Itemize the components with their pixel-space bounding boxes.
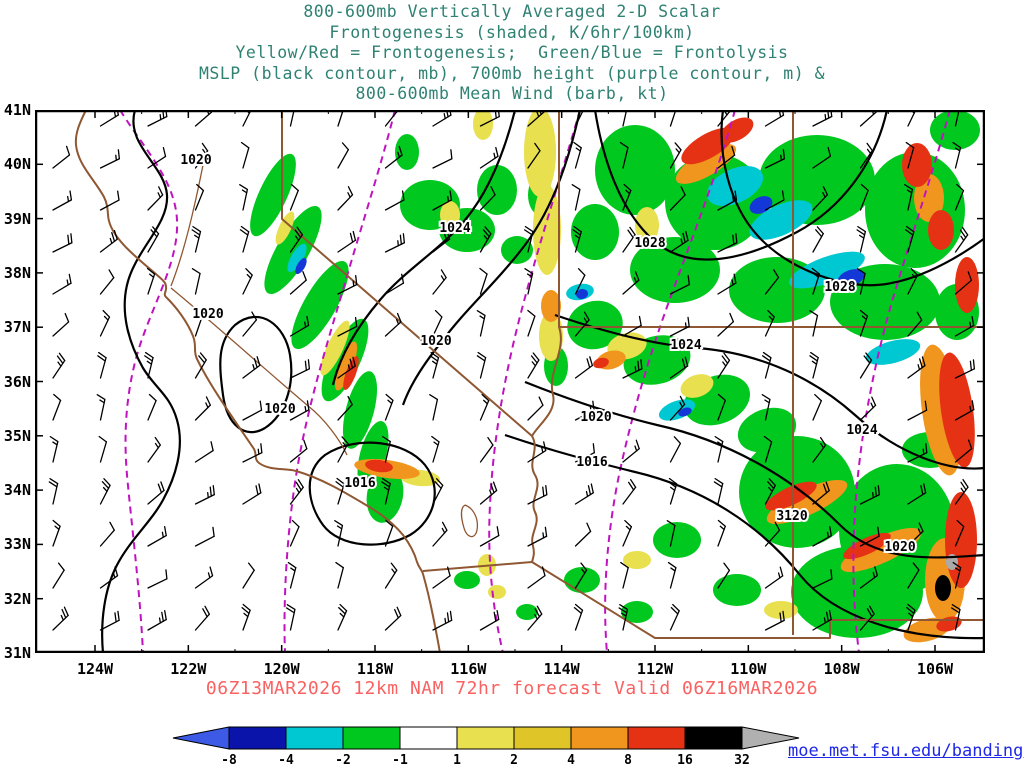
lat-axis-label: 31N bbox=[3, 644, 31, 662]
svg-text:1024: 1024 bbox=[846, 423, 877, 438]
svg-text:1024: 1024 bbox=[439, 221, 470, 236]
lat-axis-label: 38N bbox=[3, 263, 31, 282]
svg-text:1024: 1024 bbox=[670, 338, 701, 353]
title-line-2: Frontogenesis (shaded, K/6hr/100km) bbox=[329, 22, 695, 42]
lat-axis-label: 40N bbox=[3, 155, 31, 174]
svg-text:-8: -8 bbox=[221, 753, 237, 768]
lon-axis-label: 112W bbox=[636, 660, 674, 678]
forecast-valid-text: 06Z13MAR2026 12km NAM 72hr forecast Vali… bbox=[205, 678, 819, 699]
lon-axis-label: 122W bbox=[170, 660, 207, 678]
lat-axis-label: 34N bbox=[3, 481, 31, 500]
lat-axis-label: 36N bbox=[3, 372, 31, 391]
lon-axis-label: 124W bbox=[76, 660, 114, 678]
svg-text:-2: -2 bbox=[335, 753, 351, 768]
lon-axis-label: 116W bbox=[450, 660, 487, 678]
svg-text:1020: 1020 bbox=[264, 402, 295, 417]
lon-axis-label: 110W bbox=[730, 660, 767, 678]
lon-axis-label: 106W bbox=[916, 660, 954, 678]
svg-text:1020: 1020 bbox=[180, 153, 211, 168]
svg-text:1016: 1016 bbox=[344, 476, 375, 491]
credit-link[interactable]: moe.met.fsu.edu/banding bbox=[788, 741, 1024, 761]
lon-axis-label: 114W bbox=[543, 660, 580, 678]
svg-text:-1: -1 bbox=[392, 753, 408, 768]
lat-axis-label: 35N bbox=[3, 426, 31, 445]
svg-text:1016: 1016 bbox=[576, 455, 607, 470]
lat-axis-label: 32N bbox=[3, 589, 31, 608]
svg-text:1020: 1020 bbox=[884, 540, 915, 555]
svg-text:1028: 1028 bbox=[824, 280, 855, 295]
chart-title: 800-600mb Vertically Averaged 2-D Scalar… bbox=[0, 2, 1024, 105]
title-line-5: 800-600mb Mean Wind (barb, kt) bbox=[355, 84, 669, 103]
svg-text:8: 8 bbox=[624, 753, 632, 768]
svg-text:1020: 1020 bbox=[192, 307, 223, 322]
lon-axis-label: 118W bbox=[356, 660, 394, 678]
title-line-3: Yellow/Red = Frontogenesis; Green/Blue =… bbox=[235, 43, 789, 62]
lat-axis-label: 39N bbox=[3, 209, 31, 228]
svg-text:3120: 3120 bbox=[776, 509, 807, 524]
svg-text:1020: 1020 bbox=[580, 410, 611, 425]
lon-axis-label: 108W bbox=[823, 660, 860, 678]
svg-text:1028: 1028 bbox=[634, 236, 665, 251]
svg-text:16: 16 bbox=[677, 753, 693, 768]
svg-text:32: 32 bbox=[734, 753, 750, 768]
title-line-4: MSLP (black contour, mb), 700mb height (… bbox=[198, 63, 826, 83]
lat-axis-label: 41N bbox=[3, 101, 31, 119]
lat-axis-label: 33N bbox=[3, 535, 31, 554]
svg-text:1: 1 bbox=[453, 753, 461, 768]
colorbar: -8 -4 -2 -1 1 2 4 8 16 32 bbox=[172, 726, 800, 768]
svg-text:4: 4 bbox=[567, 753, 575, 768]
lon-axis-label: 120W bbox=[263, 660, 300, 678]
svg-text:2: 2 bbox=[510, 753, 518, 768]
map-canvas: 1020 1020 1020 1016 1024 1020 1028 1028 1024 1024… bbox=[35, 110, 985, 653]
lat-axis-label: 37N bbox=[3, 318, 31, 337]
svg-text:1020: 1020 bbox=[420, 334, 451, 349]
svg-text:-4: -4 bbox=[278, 753, 294, 768]
title-line-1: 800-600mb Vertically Averaged 2-D Scalar bbox=[303, 2, 721, 21]
